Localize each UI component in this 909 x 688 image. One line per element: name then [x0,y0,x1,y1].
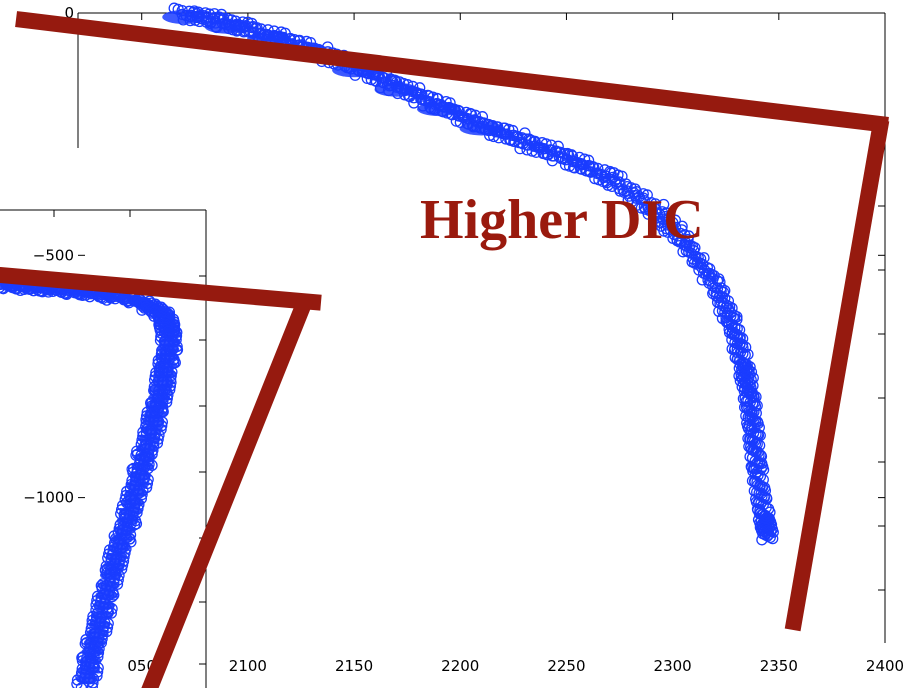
data-point [469,109,482,121]
data-point [720,312,732,324]
data-point [522,139,534,151]
data-point [501,128,513,140]
data-point [723,323,735,336]
inset-data-point [71,678,83,688]
inset-data-point [124,533,136,545]
inset-top-bar [0,266,322,311]
data-point [378,72,391,84]
y-tick-label: −1000 [23,489,74,507]
inset-right-bar [141,295,314,688]
data-point [416,88,428,101]
x-tick-label: 2250 [547,657,585,675]
data-point-cluster [374,82,419,97]
data-point [547,150,560,162]
inset-data-point [138,299,150,311]
data-point [767,532,779,545]
data-point [707,287,719,300]
data-point [592,162,604,175]
data-point [642,208,654,220]
x-tick-label: 2100 [229,657,267,675]
data-point [577,159,589,171]
y-tick-label: 0 [64,4,74,22]
data-point-cluster [417,102,462,117]
data-point [538,143,550,155]
inset-data-point [86,681,98,688]
data-point-cluster [162,10,207,24]
x-tick-label: 2400 [866,657,904,675]
data-point [585,166,597,178]
data-point [703,277,715,289]
inset-plot [0,209,207,688]
main-plot-points [162,2,779,546]
main-plot-tick-labels: 050 2100 2150 2200 2250 2300 2350 24000−500−100… [23,4,904,675]
data-point [756,534,768,546]
inset-data-point [106,591,118,603]
inset-data-cluster [111,533,134,544]
data-point [714,297,726,310]
x-tick-label: 2300 [654,657,692,675]
data-point [710,287,723,299]
data-point [559,154,572,166]
annotation-bars [0,11,890,688]
x-tick-label: 2200 [441,657,479,675]
data-point-cluster [459,121,504,136]
inset-plot-points [0,277,184,688]
x-tick-label: 2350 [760,657,798,675]
data-point-cluster [204,19,249,34]
main-top-bar [15,11,889,133]
data-point [623,190,635,202]
y-tick-label: −500 [33,246,74,264]
data-point [731,311,743,323]
inset-data-cluster [86,628,109,639]
data-point [649,218,661,230]
main-right-bar [784,118,890,632]
x-tick-label: 2150 [335,657,373,675]
data-point [717,297,730,309]
annotation-label: Higher DIC [420,189,704,251]
